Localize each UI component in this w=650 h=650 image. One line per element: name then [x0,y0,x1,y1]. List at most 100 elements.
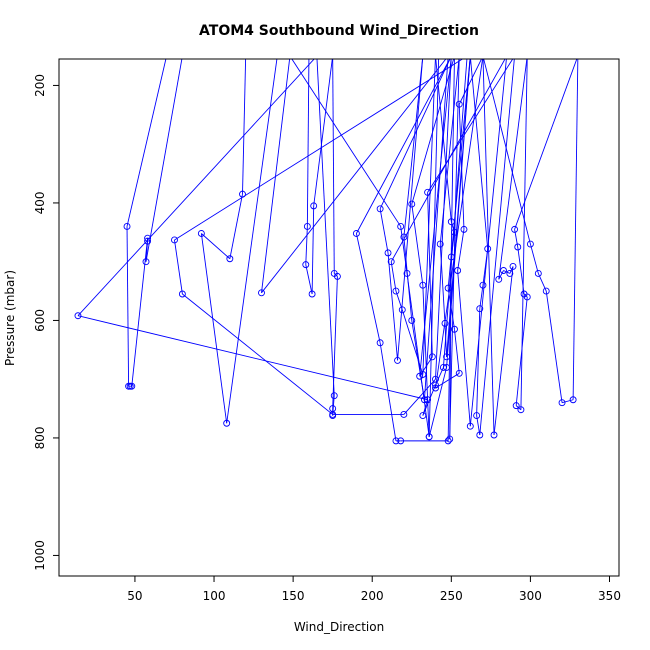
data-point [460,225,468,233]
series-line-segment [419,356,433,377]
series-line-segment [428,367,448,437]
series-line-segment [572,59,579,400]
series-line-segment [520,59,528,410]
data-point [419,412,427,420]
data-point [441,319,449,327]
series-line-segment [529,243,539,274]
data-point [384,249,392,257]
series-line-segment [174,239,183,295]
data-point [392,287,400,295]
data-point [397,222,405,230]
series-layer [74,59,579,445]
data-point [239,190,246,198]
data-point [490,431,498,439]
series-line-segment [77,59,315,317]
x-tick-label: 350 [598,589,621,603]
series-line-segment [470,59,489,249]
series-line-segment [261,59,447,294]
data-point [514,243,522,251]
data-point [446,435,454,443]
series-line-segment [447,59,455,441]
data-point [387,258,395,266]
series-line-segment [457,270,471,427]
data-point [330,392,338,400]
y-axis: 200 400 600 800 1000 [33,74,59,571]
series-line-segment [126,226,130,387]
series-line-segment [476,308,481,416]
data-point [302,261,310,269]
data-point [408,316,416,324]
series-line-segment [439,244,446,324]
series-line-segment [419,59,452,377]
data-point [394,356,401,364]
series-line-segment [379,342,397,441]
data-point [398,306,406,314]
x-axis-label: Wind_Direction [294,620,384,634]
series-line-segment [435,372,460,389]
data-point [476,431,484,439]
series-line-segment [479,285,484,309]
series-line-segment [403,59,423,238]
series-line-segment [503,270,511,274]
series-line-segment [355,233,381,343]
plot-frame [58,58,620,577]
series-line-segment [261,59,291,293]
data-point [432,375,439,383]
data-point [420,396,428,404]
y-tick-label: 1000 [33,540,47,571]
data-point [428,353,436,361]
series-line-segment [514,59,578,230]
data-point [397,437,405,445]
series-line-segment [313,59,333,206]
series-line-segment [126,59,167,227]
series-line-segment [435,59,452,380]
series-line-segment [200,233,228,424]
series-line-segment [77,315,428,401]
series-line-segment [201,233,231,260]
data-point [400,410,408,418]
series-line-segment [482,248,489,286]
data-point [419,281,427,289]
data-point [424,396,432,404]
data-point [447,218,455,226]
data-point [223,419,231,427]
data-point [197,230,205,237]
series-line-segment [332,59,335,274]
series-line-segment [316,59,335,396]
data-point [451,228,458,236]
y-tick-label: 200 [33,74,47,97]
data-point [558,399,566,407]
data-point [542,287,550,295]
data-point [432,384,439,392]
series-line-segment [545,290,563,403]
series-line-segment [450,221,455,233]
data-point [376,339,384,347]
data-point [439,363,447,371]
series-line-segment [450,232,455,258]
data-point [144,237,152,245]
series-line-segment [457,229,465,271]
series-line-segment [400,226,408,274]
series-line-segment [226,59,278,424]
series-line-segment [454,329,460,374]
data-point [569,396,577,404]
data-point [447,253,455,261]
data-point [511,225,519,233]
y-tick-label: 600 [33,309,47,332]
data-point [171,236,178,244]
y-tick-label: 400 [33,191,47,214]
data-point [128,382,136,390]
x-tick-label: 150 [282,589,305,603]
series-line-segment [305,226,308,265]
series-line-segment [479,59,515,436]
data-point [416,372,424,380]
data-point [329,410,337,418]
data-point [454,267,462,274]
data-point [376,205,384,213]
data-point [310,202,318,210]
data-point [517,406,525,414]
series-line-segment [229,194,243,259]
chart-title: ATOM4 Southbound Wind_Direction [199,23,479,39]
